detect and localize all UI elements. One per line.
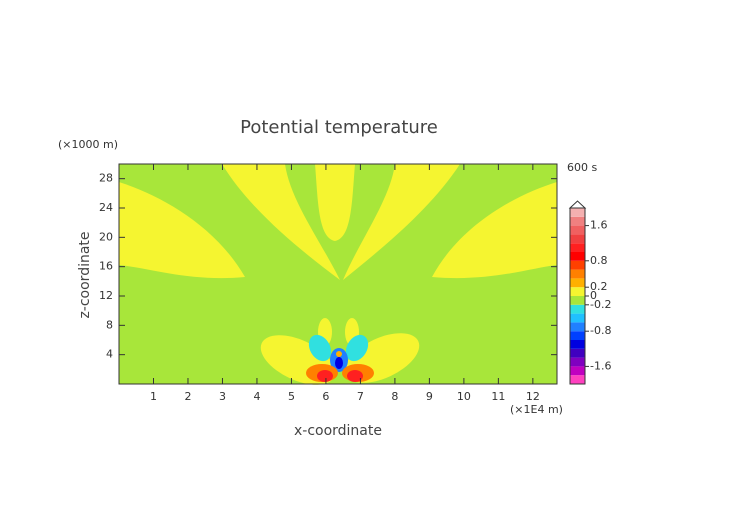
contour-region: [343, 164, 460, 280]
contour-region: [335, 357, 343, 369]
x-tick-label: 11: [491, 390, 505, 403]
chart-title: Potential temperature: [240, 117, 438, 138]
x-tick-label: 3: [219, 390, 226, 403]
colorbar-band: [570, 216, 585, 226]
x-tick-label: 12: [526, 390, 540, 403]
colorbar-band: [570, 260, 585, 270]
colorbar-band: [570, 252, 585, 261]
colorbar-band: [570, 322, 585, 332]
y-tick-label: 12: [99, 289, 113, 302]
field: [118, 163, 558, 385]
x-tick-label: 5: [288, 390, 295, 403]
contour-region: [432, 182, 557, 279]
colorbar-band: [570, 348, 585, 358]
colorbar-band: [570, 278, 585, 288]
contour-region: [315, 164, 355, 241]
x-tick-label: 8: [391, 390, 398, 403]
contour-region: [336, 351, 342, 357]
x-tick-label: 4: [253, 390, 260, 403]
contour-region: [119, 182, 245, 279]
colorbar-band: [570, 357, 585, 367]
x-tick-label: 6: [322, 390, 329, 403]
y-axis-label: z-coordinate: [77, 231, 93, 318]
contour-region: [347, 370, 363, 382]
contour-region: [345, 334, 369, 362]
colorbar-tick-label: -0.8: [590, 324, 611, 337]
colorbar-tick-label: 1.6: [590, 219, 608, 232]
colorbar-tick-label: 0.2: [590, 280, 608, 293]
colorbar-band: [570, 366, 585, 376]
contour-region: [317, 370, 333, 382]
y-tick-label: 28: [99, 172, 113, 185]
colorbar-band: [570, 243, 585, 252]
colorbar-band: [570, 234, 585, 244]
colorbar-tick-label: -0.2: [590, 298, 611, 311]
colorbar-band: [570, 313, 585, 323]
y-unit: (×1000 m): [58, 138, 118, 151]
colorbar-band: [570, 331, 585, 340]
y-tick-label: 24: [99, 201, 113, 214]
x-tick-label: 10: [457, 390, 471, 403]
colorbar-band: [570, 225, 585, 235]
x-tick-label: 7: [357, 390, 364, 403]
x-tick-label: 2: [184, 390, 191, 403]
x-tick-label: 9: [426, 390, 433, 403]
y-tick-label: 20: [99, 230, 113, 243]
y-tick-label: 4: [106, 348, 113, 361]
colorbar-extend: [568, 200, 587, 209]
colorbar-band: [570, 340, 585, 349]
colorbar-band: [570, 269, 585, 279]
colorbar-band: [570, 304, 585, 314]
x-axis-label: x-coordinate: [294, 423, 382, 439]
y-tick-label: 16: [99, 260, 113, 273]
x-unit: (×1E4 m): [510, 403, 563, 416]
plot-frame: [118, 163, 558, 385]
contour-region: [222, 164, 340, 280]
y-tick-label: 8: [106, 318, 113, 331]
x-tick-label: 1: [150, 390, 157, 403]
colorbar-band: [570, 296, 585, 305]
time-label: 600 s: [567, 161, 597, 174]
colorbar-band: [570, 287, 585, 296]
colorbar-tick-label: 0: [590, 289, 597, 302]
colorbar-band: [570, 208, 585, 217]
colorbar-tick-label: 0.8: [590, 254, 608, 267]
contour-region: [308, 334, 332, 362]
colorbar-band: [570, 375, 585, 384]
colorbar-tick-label: -1.6: [590, 359, 611, 372]
